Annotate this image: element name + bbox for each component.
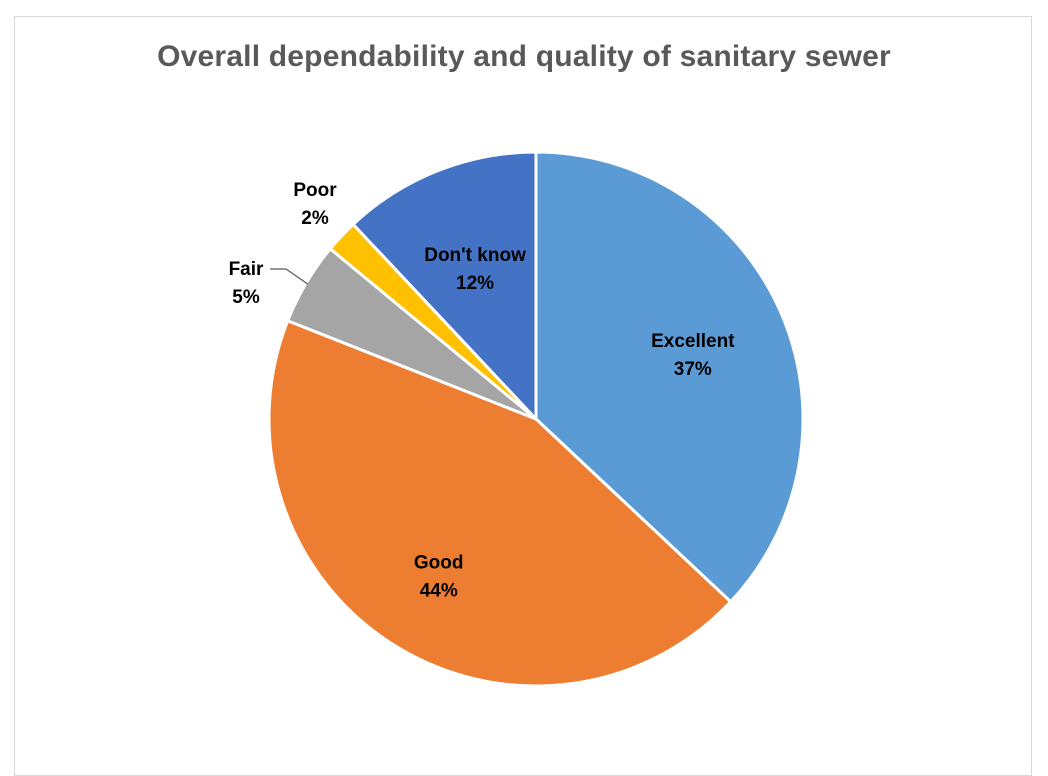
data-label-don-t-know: Don't know 12% bbox=[424, 245, 526, 294]
pie-slices bbox=[267, 150, 805, 688]
data-label-fair: Fair 5% bbox=[229, 259, 264, 308]
pie-slice-excellent bbox=[534, 150, 805, 604]
pie-slice-good bbox=[267, 319, 733, 688]
chart-title: Overall dependability and quality of san… bbox=[157, 40, 891, 73]
leader-lines bbox=[270, 268, 309, 285]
leader-line-fair bbox=[270, 268, 309, 285]
pie-slice-don-t-know bbox=[351, 150, 538, 421]
data-labels: Excellent 37% Good 44% Fair 5% Poor 2% Don't kno… bbox=[229, 180, 736, 601]
data-label-good: Good 44% bbox=[414, 552, 464, 601]
data-label-poor: Poor 2% bbox=[293, 180, 337, 229]
pie-chart: Excellent 37% Good 44% Fair 5% Poor 2% Don't kno… bbox=[229, 150, 805, 688]
data-label-excellent: Excellent 37% bbox=[651, 331, 735, 380]
